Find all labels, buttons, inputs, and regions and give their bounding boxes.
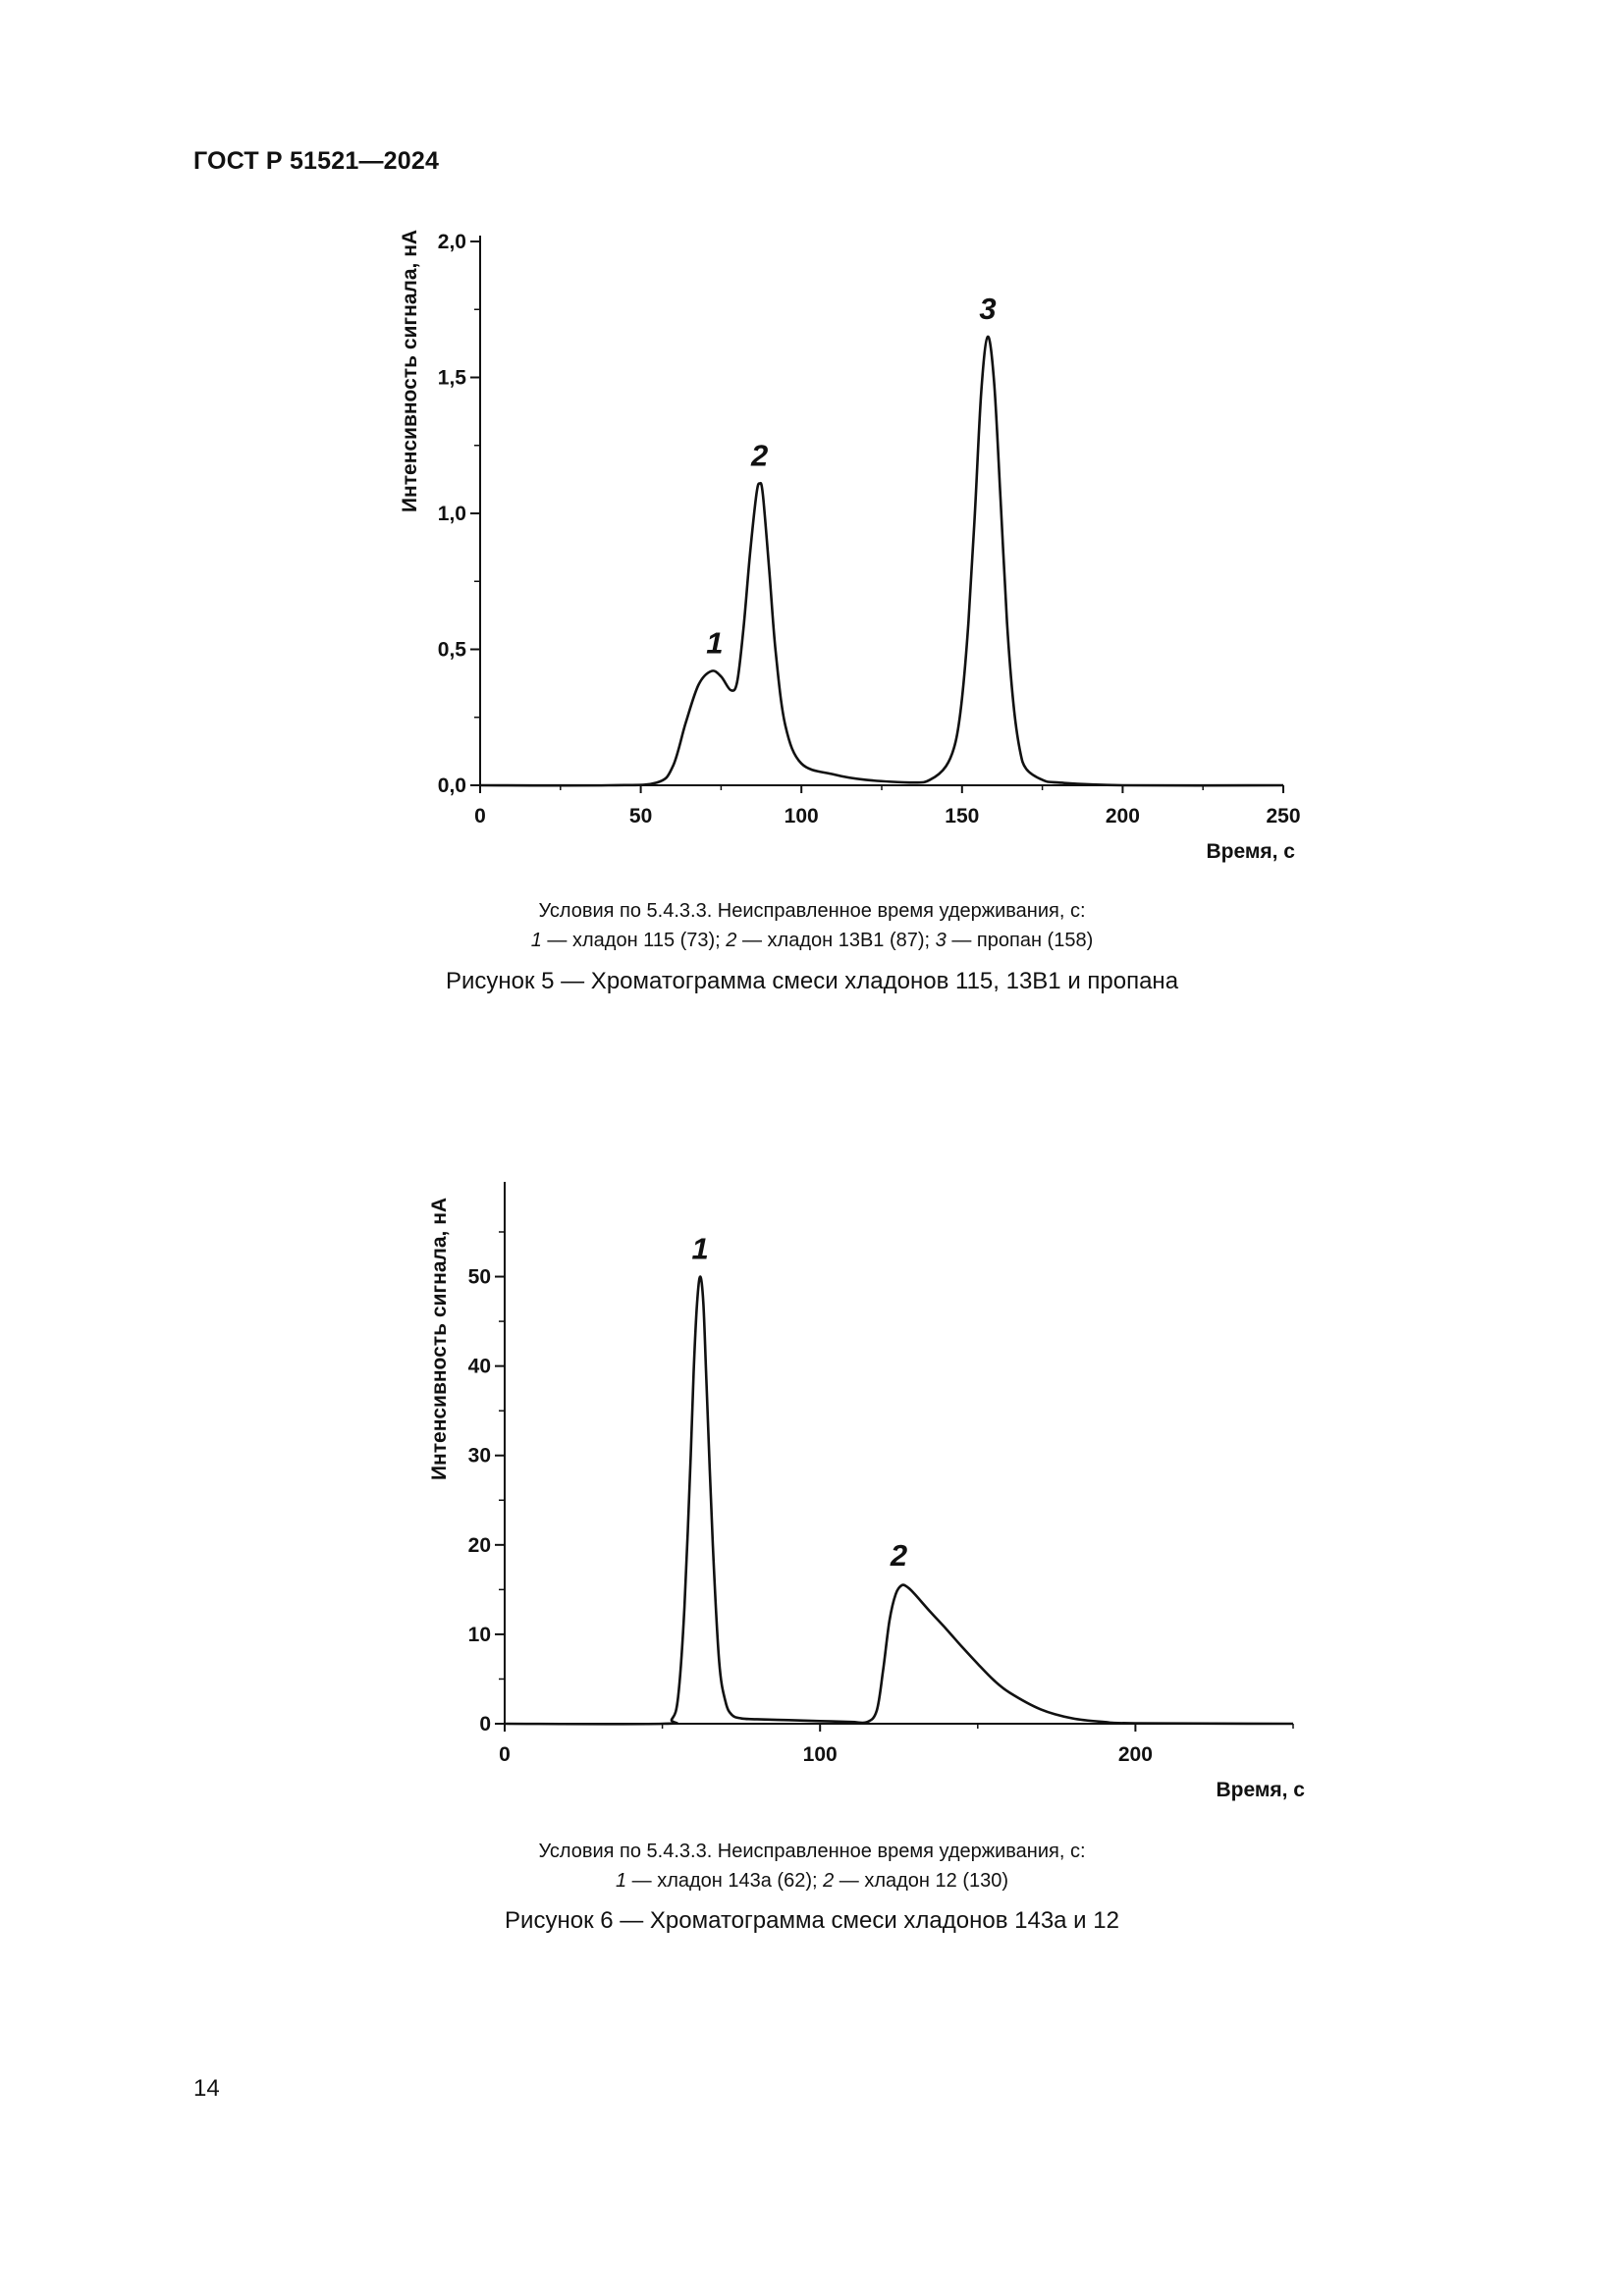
y-axis-label: Интенсивность сигнала, нА <box>399 230 421 512</box>
x-tick-label: 0 <box>499 1743 511 1766</box>
document-header: ГОСТ Р 51521—2024 <box>193 147 440 175</box>
figure-6-conditions-line1: Условия по 5.4.3.3. Неисправленное время… <box>538 1841 1086 1862</box>
legend-text-1: — хладон 115 (73); <box>541 930 727 951</box>
y-tick-label: 40 <box>468 1356 491 1378</box>
y-tick-label: 20 <box>468 1534 491 1557</box>
x-tick-label: 100 <box>785 805 819 828</box>
figure-6-legend: 1 — хладон 143а (62); 2 — хладон 12 (130… <box>0 1866 1624 1896</box>
y-tick-label: 0,5 <box>438 639 467 662</box>
x-axis-label: Время, с <box>1216 1779 1305 1801</box>
peak-label-1: 1 <box>706 626 723 661</box>
figure-5-legend: 1 — хладон 115 (73); 2 — хладон 13В1 (87… <box>0 926 1624 955</box>
figure-6-title: Рисунок 6 — Хроматограмма смеси хладонов… <box>505 1907 1119 1934</box>
peak-label-3: 3 <box>979 292 996 326</box>
x-tick-label: 100 <box>803 1743 838 1766</box>
x-tick-label: 50 <box>629 805 652 828</box>
x-tick-label: 200 <box>1118 1743 1153 1766</box>
y-tick-label: 0,0 <box>438 774 466 797</box>
peak-label-2: 2 <box>890 1538 907 1573</box>
x-tick-label: 150 <box>945 805 979 828</box>
legend-num-2: 2 <box>823 1870 835 1892</box>
y-tick-label: 10 <box>468 1624 491 1646</box>
y-tick-label: 50 <box>468 1266 491 1289</box>
legend-num-3: 3 <box>935 930 947 951</box>
legend-num-2: 2 <box>726 930 737 951</box>
x-axis-label: Время, с <box>1206 840 1295 863</box>
legend-text-2: — хладон 12 (130) <box>834 1870 1009 1892</box>
figure-5-title: Рисунок 5 — Хроматограмма смеси хладонов… <box>445 968 1179 994</box>
y-axis-label: Интенсивность сигнала, нА <box>428 1198 451 1480</box>
figure-5-conditions: Условия по 5.4.3.3. Неисправленное время… <box>0 896 1624 955</box>
series-line-0 <box>504 1275 1294 1726</box>
page-number: 14 <box>193 2075 220 2102</box>
y-tick-label: 1,5 <box>438 367 467 390</box>
y-tick-label: 0 <box>479 1713 491 1735</box>
x-tick-label: 0 <box>474 805 486 828</box>
legend-num-1: 1 <box>615 1870 627 1892</box>
peak-label-1: 1 <box>692 1232 709 1266</box>
legend-text-2: — хладон 13В1 (87); <box>736 930 936 951</box>
legend-num-1: 1 <box>530 930 542 951</box>
series-line-0 <box>479 335 1284 787</box>
figure-5-conditions-line1: Условия по 5.4.3.3. Неисправленное время… <box>538 900 1086 922</box>
x-tick-label: 200 <box>1106 805 1140 828</box>
chart-1: 0 50 100 150 200 250 0,0 0,5 1,0 1,5 2,0 Время, с Ин… <box>399 230 1301 863</box>
x-tick-label: 250 <box>1266 805 1300 828</box>
y-tick-label: 2,0 <box>438 231 466 253</box>
peak-label-2: 2 <box>750 439 768 473</box>
legend-text-1: — хладон 143а (62); <box>626 1870 824 1892</box>
chart-2: 0 100 200 0 10 20 30 40 50 Время, с Интенсивность … <box>428 1182 1305 1801</box>
y-tick-label: 30 <box>468 1445 491 1468</box>
y-tick-label: 1,0 <box>438 503 466 525</box>
figure-6-conditions: Условия по 5.4.3.3. Неисправленное время… <box>0 1837 1624 1896</box>
legend-text-3: — пропан (158) <box>946 930 1094 951</box>
